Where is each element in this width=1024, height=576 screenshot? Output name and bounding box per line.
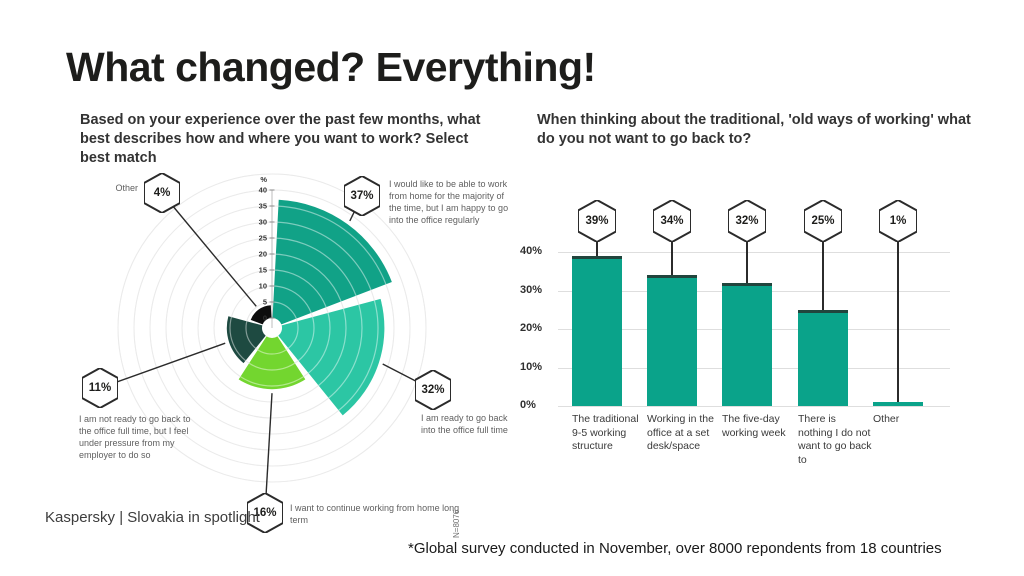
- badge-value: 16%: [253, 507, 277, 519]
- badge-stem: [822, 242, 824, 310]
- badge-value: 37%: [350, 190, 374, 202]
- badge-value: 34%: [660, 215, 684, 227]
- bar-value-badge: 1%: [879, 200, 917, 242]
- badge-stem: [746, 242, 748, 283]
- axis-tick-label: 20: [259, 250, 267, 259]
- badge-value: 32%: [421, 384, 445, 396]
- badge-value: 4%: [153, 187, 171, 199]
- badge-value: 11%: [88, 382, 112, 394]
- percentage-badge-16: 16%: [247, 493, 283, 533]
- polar-slice-16%: [238, 336, 306, 390]
- y-axis-label: 20%: [520, 322, 543, 334]
- polar-chart: 0 5 10 15 20 25 30 35 40%: [40, 158, 510, 548]
- polar-slice-32%: [278, 298, 385, 416]
- axis-tick-label: 0: [263, 314, 267, 323]
- axis-tick-label: 25: [259, 234, 267, 243]
- leader-line: [161, 192, 257, 307]
- footer-brand: Kaspersky | Slovakia in spotlight: [45, 509, 260, 526]
- slice-description-11: I am not ready to go back to the office …: [79, 414, 191, 461]
- gridline: [558, 406, 950, 407]
- hexagon-icon: [653, 200, 691, 242]
- axis-tick-label: 10: [259, 282, 267, 291]
- badge-stem: [596, 242, 598, 256]
- slice-description-32: I am ready to go back into the office fu…: [421, 413, 508, 436]
- slice-description-other: Other: [115, 183, 138, 193]
- question-right: When thinking about the traditional, 'ol…: [537, 112, 971, 147]
- percentage-badge-4: 4%: [144, 173, 180, 213]
- category-label: Other: [873, 413, 900, 425]
- polar-chart-canvas: 0 5 10 15 20 25 30 35 40%: [99, 173, 434, 514]
- bar: [873, 402, 923, 406]
- percentage-badge-11: 11%: [82, 368, 118, 408]
- percentage-badge-32: 32%: [415, 370, 451, 410]
- category-label: Working in the office at a set desk/spac…: [647, 413, 714, 453]
- badge-value: 25%: [811, 215, 835, 227]
- bar-value-badge: 34%: [653, 200, 691, 242]
- hexagon-icon: [144, 173, 180, 213]
- bar-value-badge: 25%: [804, 200, 842, 242]
- bar-value-badge: 32%: [728, 200, 766, 242]
- hexagon-icon: [344, 176, 380, 216]
- question-left: Based on your experience over the past f…: [80, 112, 481, 166]
- y-axis-label: 40%: [520, 245, 543, 257]
- axis-tick-label: 40: [259, 186, 267, 195]
- hexagon-icon: [879, 200, 917, 242]
- category-label: The five-day working week: [722, 413, 786, 439]
- hexagon-icon: [82, 368, 118, 408]
- hexagon-icon: [415, 370, 451, 410]
- bar-top-cap: [572, 255, 622, 259]
- badge-stem: [897, 242, 899, 403]
- bar-chart: 40% 30% 20% 10% 0% 39% The traditional 9-5 wor…: [520, 195, 1000, 480]
- axis-tick-label: 35: [259, 202, 267, 211]
- gridline: [558, 252, 950, 253]
- sample-size-note: N=8076: [452, 509, 461, 538]
- axis-unit-label: %: [260, 175, 267, 184]
- bar-top-cap: [722, 282, 772, 286]
- bar: [647, 275, 697, 406]
- polar-slice-4%: [250, 305, 272, 325]
- slice-description-37: I would like to be able to work from hom…: [389, 179, 509, 226]
- polar-grid-circle-overlay: [117, 173, 427, 483]
- hexagon-icon: [578, 200, 616, 242]
- footnote: *Global survey conducted in November, ov…: [408, 540, 942, 557]
- bar-value-badge: 39%: [578, 200, 616, 242]
- hexagon-icon: [247, 493, 283, 533]
- y-axis-label: 10%: [520, 360, 543, 373]
- y-axis-label: 30%: [520, 283, 543, 296]
- percentage-badge-37: 37%: [344, 176, 380, 216]
- axis-tick-label: 15: [259, 266, 267, 275]
- bar: [722, 282, 772, 406]
- axis-tick-label: 5: [263, 298, 267, 307]
- badge-stem: [671, 242, 673, 276]
- bar: [572, 255, 622, 406]
- leader-line: [99, 342, 226, 389]
- polar-grid-circle: [117, 173, 427, 483]
- badge-value: 39%: [585, 215, 609, 227]
- slice-description-16: I want to continue working from home lon…: [290, 503, 460, 526]
- badge-value: 1%: [889, 215, 907, 227]
- polar-slice-37%: [272, 199, 392, 325]
- y-axis-label: 0%: [520, 399, 536, 411]
- badge-value: 32%: [735, 215, 759, 227]
- hexagon-icon: [804, 200, 842, 242]
- bar-top-cap: [798, 309, 848, 313]
- page-title: What changed? Everything!: [66, 44, 596, 90]
- hexagon-icon: [728, 200, 766, 242]
- category-label: The traditional 9-5 working structure: [572, 413, 639, 453]
- bar-top-cap: [647, 275, 697, 279]
- bar: [798, 309, 848, 406]
- axis-tick-label: 30: [259, 218, 267, 227]
- category-label: There is nothing I do not want to go bac…: [798, 413, 872, 466]
- polar-slice-11%: [226, 316, 266, 364]
